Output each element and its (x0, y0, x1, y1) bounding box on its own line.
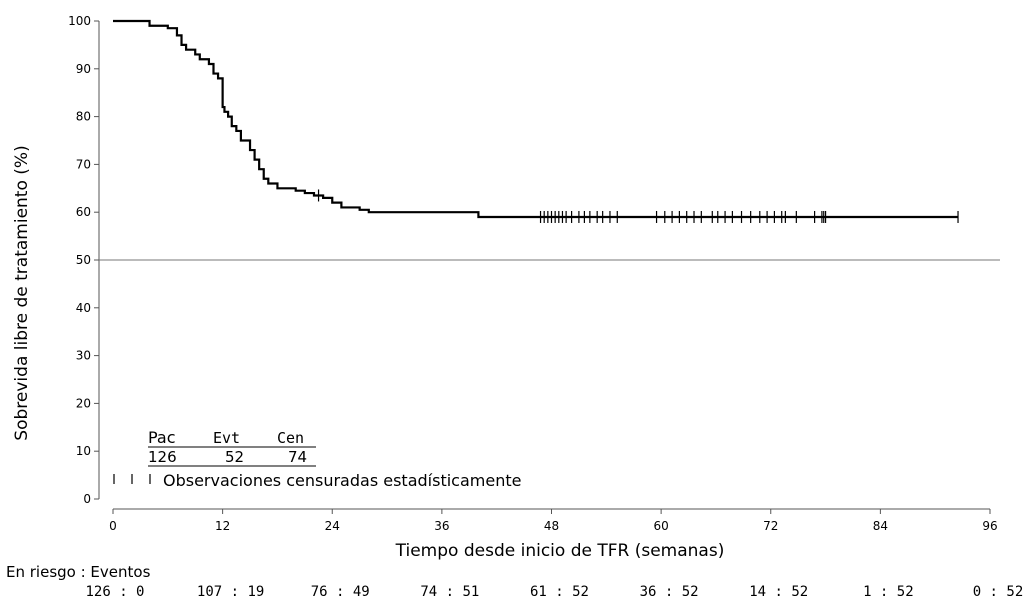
risk-table-entry: 76 : 49 (311, 584, 370, 600)
x-tick-label: 96 (982, 519, 997, 533)
risk-table-label: En riesgo : Eventos (6, 563, 151, 581)
x-tick-label: 48 (544, 519, 559, 533)
x-tick-label: 60 (653, 519, 668, 533)
survival-curve-line (113, 19, 959, 219)
y-tick-label: 80 (76, 110, 91, 124)
y-tick-label: 40 (76, 301, 91, 315)
y-tick-label: 60 (76, 205, 91, 219)
y-tick-label: 0 (83, 492, 91, 506)
y-tick-label: 10 (76, 444, 91, 458)
axes: 0 10 20 30 40 50 60 70 80 90 100 0 12 24 36 48 60 72 84 96 (68, 14, 998, 533)
censor-marks-group (317, 189, 959, 223)
summary-table: Pac Evt Cen 126 52 74 Observaciones cens… (113, 428, 521, 490)
risk-table-entry: 14 : 52 (749, 584, 808, 600)
summary-value-cen: 74 (288, 448, 307, 466)
summary-header-cen: Cen (277, 429, 304, 447)
y-tick-label: 90 (76, 62, 91, 76)
y-tick-label: 30 (76, 349, 91, 363)
risk-table-entry: 0 : 52 (973, 584, 1024, 600)
x-tick-label: 84 (873, 519, 888, 533)
risk-table-entry: 1 : 52 (863, 584, 914, 600)
summary-header-evt: Evt (213, 429, 240, 447)
y-axis-label: Sobrevida libre de tratamiento (%) (12, 145, 32, 440)
summary-value-evt: 52 (225, 448, 244, 466)
x-tick-label: 36 (434, 519, 449, 533)
risk-table-values: 126 : 0 107 : 19 76 : 49 74 : 51 61 : 52 36 :… (85, 584, 1023, 600)
risk-table-entry: 107 : 19 (197, 584, 264, 600)
summary-value-pac: 126 (148, 448, 177, 466)
x-tick-label: 72 (763, 519, 778, 533)
y-tick-label: 50 (76, 253, 91, 267)
x-tick-label: 24 (325, 519, 340, 533)
x-tick-label: 12 (215, 519, 230, 533)
y-tick-label: 100 (68, 14, 91, 28)
y-tick-label: 70 (76, 157, 91, 171)
risk-table-entry: 126 : 0 (85, 584, 144, 600)
x-tick-label: 0 (109, 519, 117, 533)
risk-table-entry: 36 : 52 (640, 584, 699, 600)
summary-header-pac: Pac (148, 428, 176, 447)
censor-legend-text: Observaciones censuradas estadísticament… (163, 471, 521, 490)
survival-curve-group (113, 19, 959, 219)
risk-table-entry: 61 : 52 (530, 584, 589, 600)
x-axis-label: Tiempo desde inicio de TFR (semanas) (395, 541, 725, 561)
censor-legend-marks (113, 474, 151, 484)
y-tick-label: 20 (76, 396, 91, 410)
risk-table-entry: 74 : 51 (420, 584, 479, 600)
